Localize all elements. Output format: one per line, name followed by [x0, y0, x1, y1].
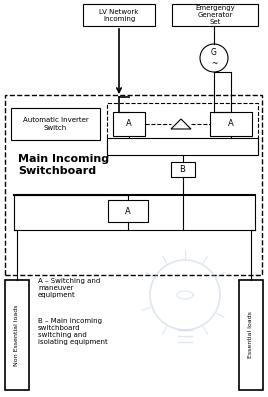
Bar — [108, 200, 148, 222]
Polygon shape — [171, 119, 191, 129]
Text: B: B — [180, 165, 185, 174]
Bar — [107, 103, 258, 153]
Text: Automatic Inverter
Switch: Automatic Inverter Switch — [23, 118, 88, 131]
Text: B – Main incoming
switchboard
switching and
isolating equipment: B – Main incoming switchboard switching … — [38, 318, 108, 345]
Bar — [5, 95, 262, 275]
Bar — [113, 112, 145, 136]
Text: G
~: G ~ — [211, 48, 217, 68]
Text: A: A — [126, 119, 132, 129]
Text: A: A — [125, 206, 131, 216]
Bar — [11, 108, 100, 140]
Text: Non Essential loads: Non Essential loads — [14, 304, 20, 366]
Circle shape — [200, 44, 228, 72]
Text: Main Incoming
Switchboard: Main Incoming Switchboard — [18, 154, 109, 176]
Bar — [172, 4, 258, 26]
Text: Emergengy
Generator
Set: Emergengy Generator Set — [195, 5, 235, 25]
Bar — [107, 138, 258, 155]
Bar — [239, 280, 263, 390]
Text: Essential loads: Essential loads — [248, 312, 254, 358]
Text: LV Network
Incoming: LV Network Incoming — [99, 8, 139, 21]
Text: A: A — [228, 119, 234, 129]
Bar — [5, 280, 29, 390]
Bar — [83, 4, 155, 26]
Text: A – Switching and
maneuver
equipment: A – Switching and maneuver equipment — [38, 278, 100, 298]
Bar — [210, 112, 252, 136]
Bar — [170, 162, 195, 177]
